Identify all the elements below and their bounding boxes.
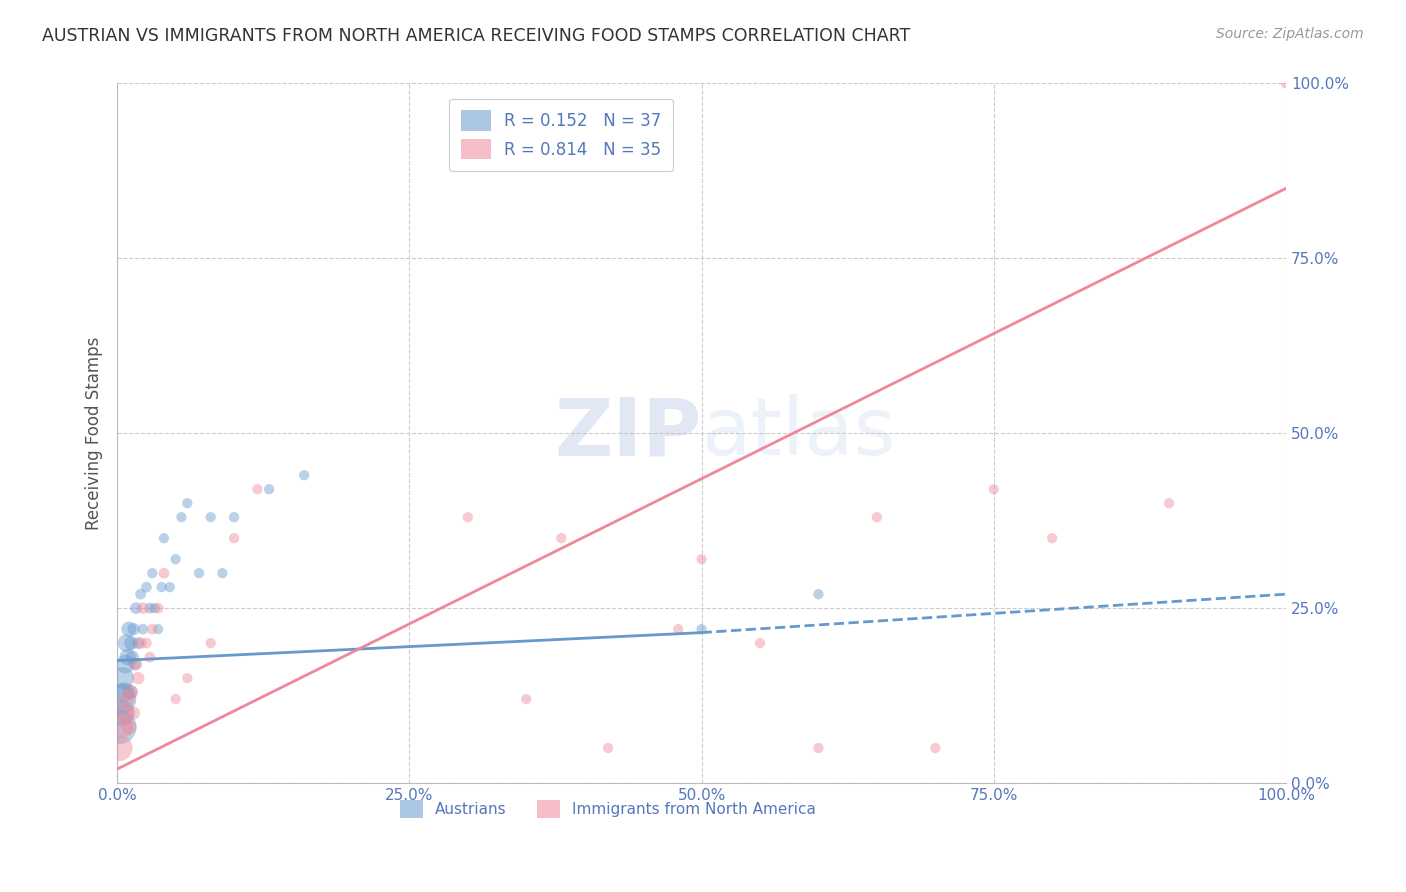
Point	[515, 692, 537, 706]
Point	[143, 601, 166, 615]
Point	[115, 636, 138, 650]
Point	[108, 741, 131, 756]
Point	[176, 671, 198, 685]
Point	[127, 671, 149, 685]
Point	[121, 650, 143, 665]
Point	[120, 685, 142, 699]
Point	[807, 587, 830, 601]
Point	[1275, 77, 1298, 91]
Point	[125, 601, 148, 615]
Text: ZIP: ZIP	[554, 394, 702, 472]
Point	[118, 622, 141, 636]
Point	[111, 720, 134, 734]
Text: Source: ZipAtlas.com: Source: ZipAtlas.com	[1216, 27, 1364, 41]
Text: AUSTRIAN VS IMMIGRANTS FROM NORTH AMERICA RECEIVING FOOD STAMPS CORRELATION CHAR: AUSTRIAN VS IMMIGRANTS FROM NORTH AMERIC…	[42, 27, 911, 45]
Point	[690, 552, 713, 566]
Point	[257, 482, 280, 496]
Point	[111, 706, 134, 720]
Point	[108, 720, 131, 734]
Point	[141, 566, 163, 581]
Point	[866, 510, 889, 524]
Point	[114, 657, 136, 672]
Point	[122, 622, 145, 636]
Point	[141, 622, 163, 636]
Point	[170, 510, 193, 524]
Point	[132, 601, 155, 615]
Point	[139, 601, 162, 615]
Point	[135, 636, 157, 650]
Point	[749, 636, 772, 650]
Point	[129, 636, 152, 650]
Point	[200, 510, 222, 524]
Point	[112, 685, 135, 699]
Point	[176, 496, 198, 510]
Point	[292, 468, 315, 483]
Point	[132, 622, 155, 636]
Point	[150, 580, 173, 594]
Point	[122, 706, 145, 720]
Point	[146, 622, 169, 636]
Point	[200, 636, 222, 650]
Point	[120, 636, 142, 650]
Point	[983, 482, 1005, 496]
Legend: Austrians, Immigrants from North America: Austrians, Immigrants from North America	[394, 794, 823, 824]
Point	[135, 580, 157, 594]
Point	[115, 692, 138, 706]
Point	[112, 706, 135, 720]
Point	[211, 566, 233, 581]
Point	[924, 741, 946, 756]
Point	[112, 671, 135, 685]
Point	[129, 587, 152, 601]
Text: atlas: atlas	[702, 394, 896, 472]
Point	[222, 510, 245, 524]
Point	[124, 657, 146, 672]
Point	[146, 601, 169, 615]
Point	[153, 531, 176, 545]
Point	[165, 692, 187, 706]
Point	[165, 552, 187, 566]
Point	[139, 650, 162, 665]
Point	[153, 566, 176, 581]
Point	[117, 650, 139, 665]
Point	[188, 566, 211, 581]
Point	[666, 622, 689, 636]
Point	[118, 720, 141, 734]
Y-axis label: Receiving Food Stamps: Receiving Food Stamps	[86, 336, 103, 530]
Point	[125, 657, 148, 672]
Point	[222, 531, 245, 545]
Point	[159, 580, 181, 594]
Point	[246, 482, 269, 496]
Point	[110, 692, 132, 706]
Point	[807, 741, 830, 756]
Point	[1040, 531, 1063, 545]
Point	[550, 531, 572, 545]
Point	[596, 741, 619, 756]
Point	[457, 510, 479, 524]
Point	[690, 622, 713, 636]
Point	[118, 685, 141, 699]
Point	[1157, 496, 1180, 510]
Point	[127, 636, 149, 650]
